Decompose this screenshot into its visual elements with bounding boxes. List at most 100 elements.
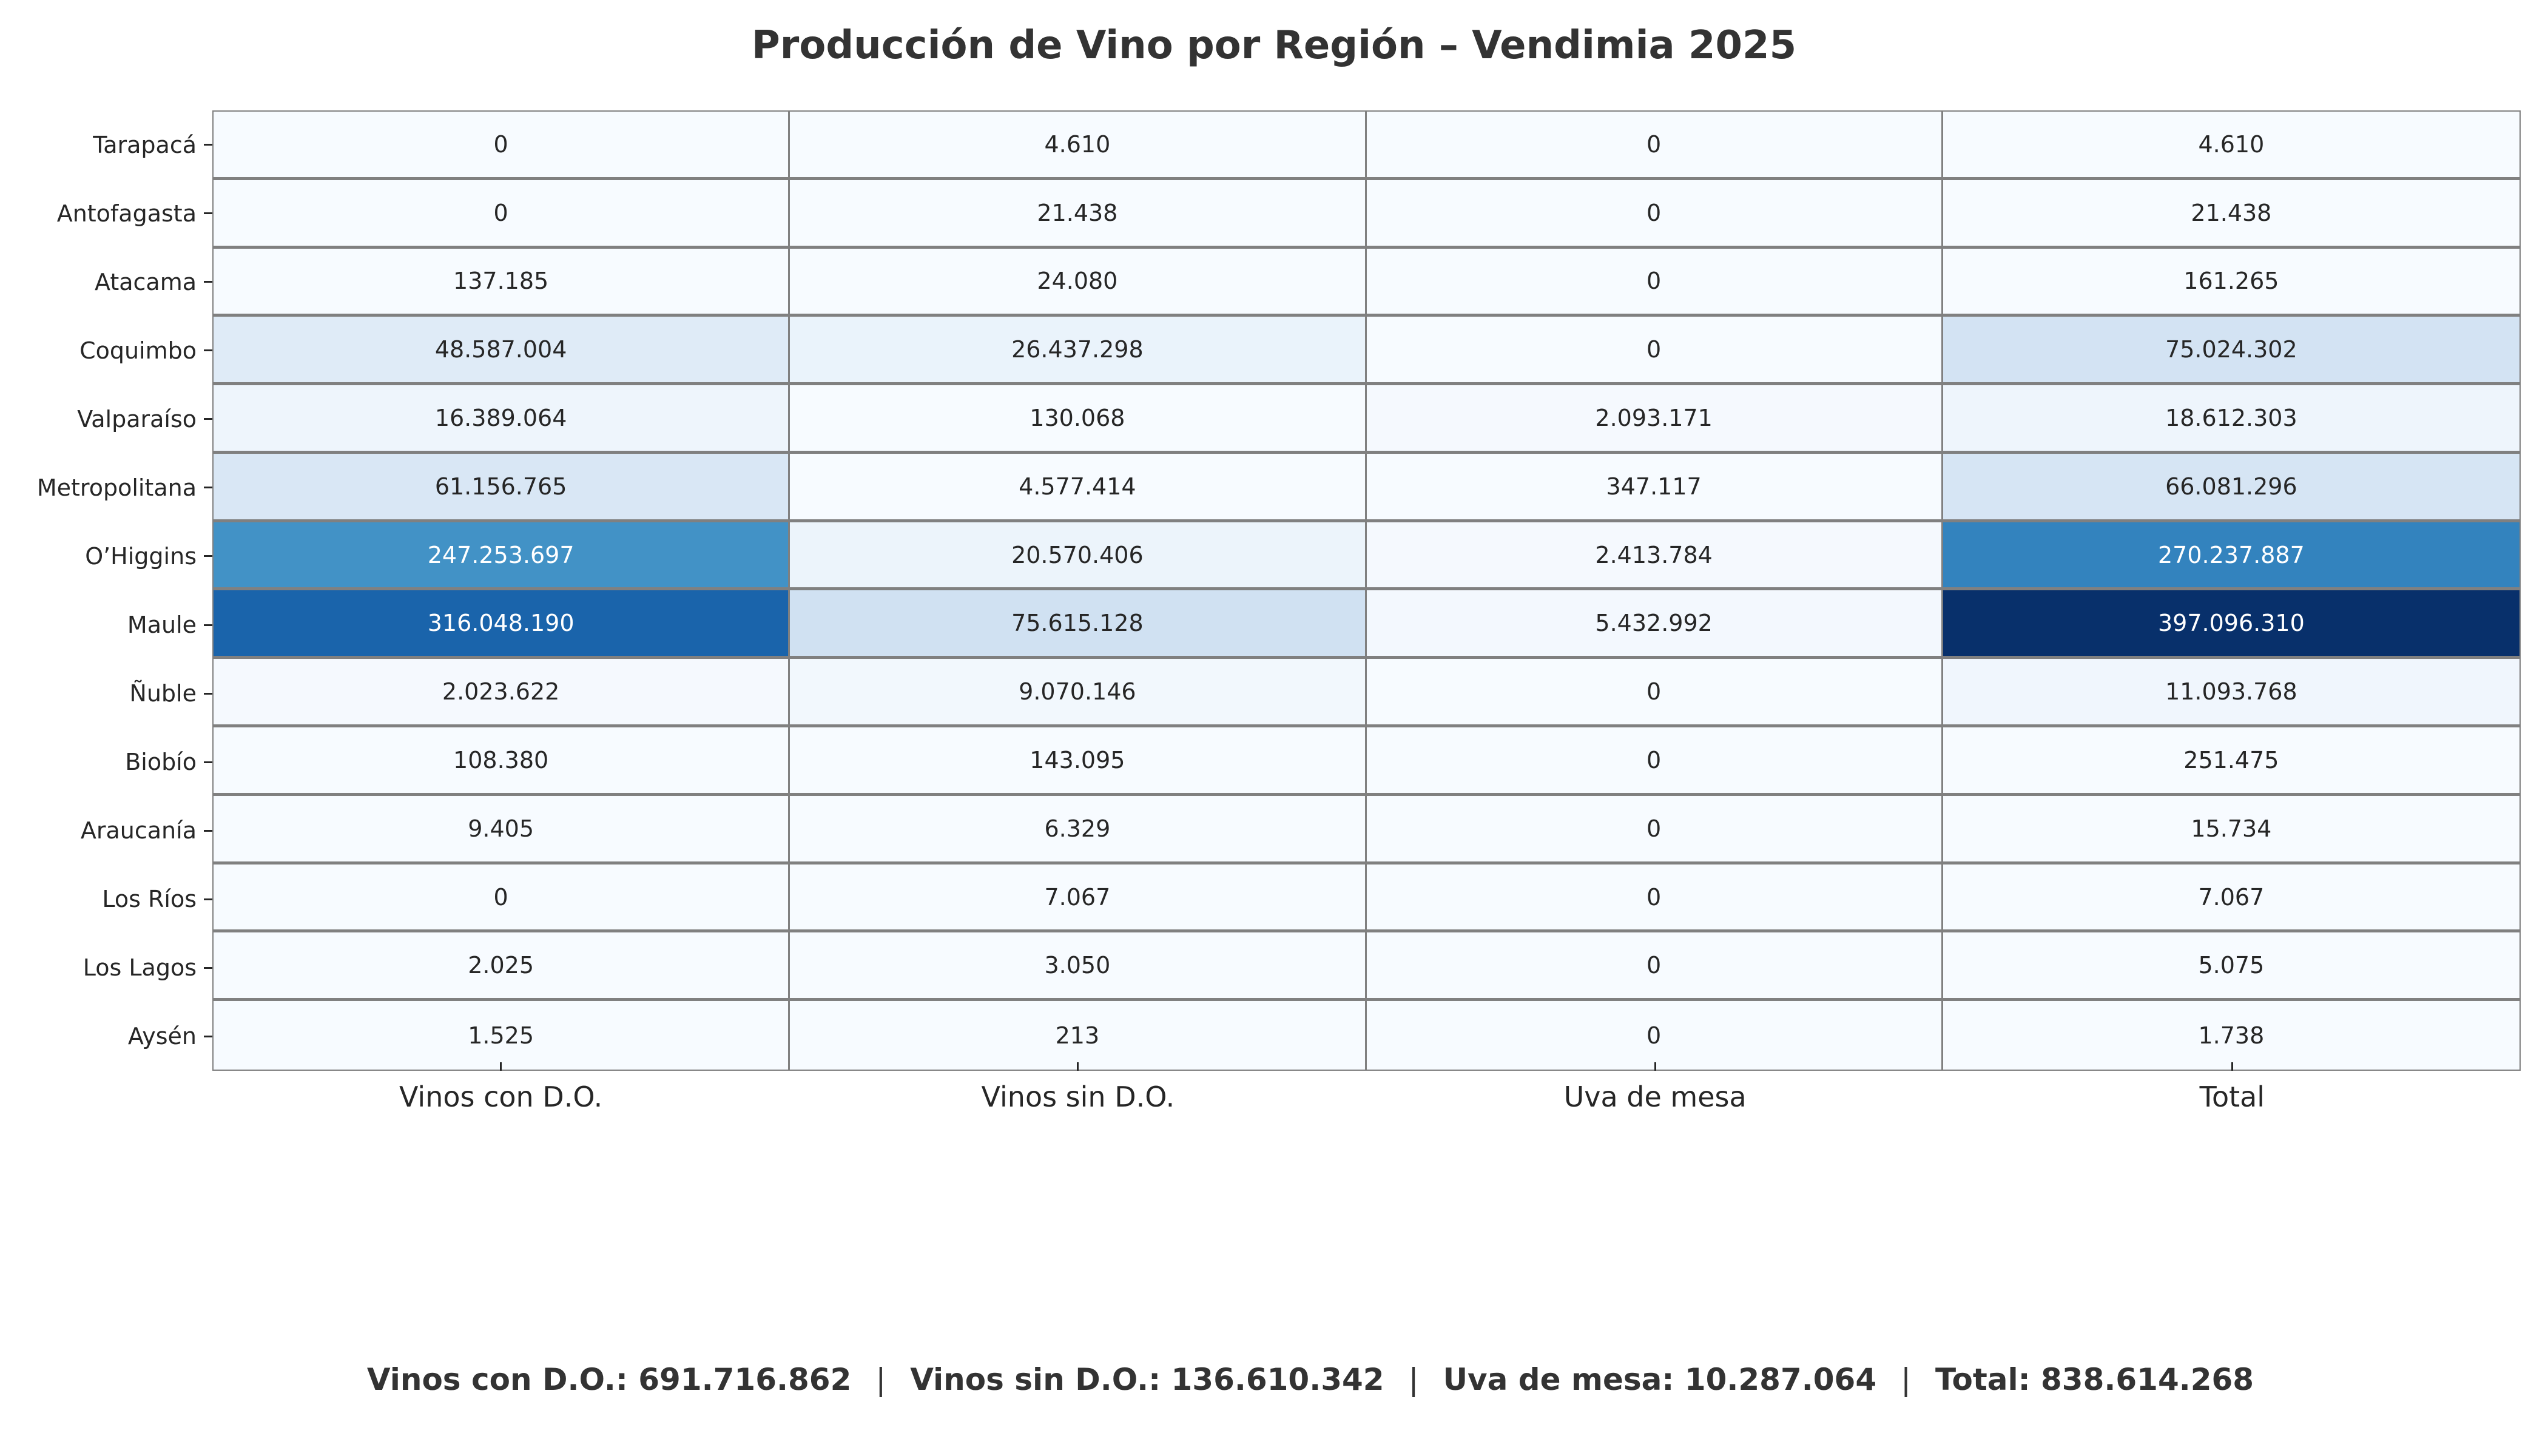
footer-total-item: Vinos con D.O.: 691.716.862 (366, 1362, 852, 1397)
heatmap-cell: 213 (790, 1001, 1367, 1070)
totals-footer: Vinos con D.O.: 691.716.862 | Vinos sin D.… (0, 1362, 2548, 1397)
column-label: Vinos con D.O. (399, 1080, 603, 1113)
region-label: Atacama (95, 268, 197, 295)
region-label: Antofagasta (56, 200, 197, 227)
region-label: Metropolitana (36, 474, 197, 501)
heatmap-cell: 397.096.310 (1943, 590, 2519, 659)
heatmap-cell: 6.329 (790, 795, 1367, 864)
heatmap-cell: 7.067 (790, 864, 1367, 933)
y-tick-mark (204, 487, 212, 489)
region-label: Biobío (125, 749, 197, 776)
y-tick-mark (204, 349, 212, 352)
heatmap-cell: 61.156.765 (214, 453, 790, 522)
heatmap-cell: 75.615.128 (790, 590, 1367, 659)
heatmap-cell: 0 (1366, 180, 1943, 249)
y-tick-mark (204, 829, 212, 832)
y-tick-label: Ñuble (0, 659, 212, 728)
heatmap-cell: 4.610 (1943, 112, 2519, 180)
footer-total-item: Vinos sin D.O.: 136.610.342 (910, 1362, 1384, 1397)
y-axis-labels: Tarapacá Antofagasta Atacama Coquimbo Valpar… (0, 110, 212, 1071)
heatmap-cell: 5.075 (1943, 932, 2519, 1002)
heatmap-cell: 0 (1366, 317, 1943, 386)
y-tick-label: Tarapacá (0, 110, 212, 179)
heatmap-cell: 0 (1366, 932, 1943, 1002)
heatmap-cell: 2.025 (214, 932, 790, 1002)
heatmap-cell: 0 (214, 112, 790, 180)
heatmap-cell: 21.438 (790, 180, 1367, 249)
y-tick-label: Valparaíso (0, 385, 212, 453)
y-tick-mark (204, 761, 212, 763)
heatmap-cell: 26.437.298 (790, 317, 1367, 386)
heatmap-cell: 2.093.171 (1366, 385, 1943, 454)
heatmap-cell: 251.475 (1943, 727, 2519, 796)
region-label: Araucanía (80, 817, 197, 844)
heatmap-cell: 4.610 (790, 112, 1367, 180)
footer-separator: | (1408, 1362, 1419, 1397)
y-tick-mark (204, 281, 212, 283)
y-tick-mark (204, 1035, 212, 1037)
x-tick-mark (1077, 1062, 1079, 1071)
x-tick-label: Vinos sin D.O. (789, 1062, 1366, 1113)
region-label: Los Lagos (83, 954, 197, 982)
heatmap-cell: 0 (214, 864, 790, 933)
heatmap-cell: 347.117 (1366, 453, 1943, 522)
region-label: Valparaíso (77, 405, 197, 433)
y-tick-mark (204, 418, 212, 420)
y-tick-label: Antofagasta (0, 179, 212, 248)
x-tick-label: Total (1944, 1062, 2521, 1113)
heatmap-cell: 137.185 (214, 248, 790, 317)
y-tick-mark (204, 692, 212, 695)
column-label: Total (2199, 1080, 2265, 1113)
heatmap-cell: 21.438 (1943, 180, 2519, 249)
region-label: O’Higgins (85, 542, 197, 570)
y-tick-label: Coquimbo (0, 316, 212, 385)
region-label: Maule (127, 612, 197, 639)
y-tick-label: Atacama (0, 248, 212, 316)
column-label: Vinos sin D.O. (981, 1080, 1175, 1113)
heatmap-cell: 108.380 (214, 727, 790, 796)
heatmap-cell: 2.023.622 (214, 659, 790, 728)
heatmap-cell: 75.024.302 (1943, 317, 2519, 386)
y-tick-mark (204, 898, 212, 900)
heatmap-cell: 9.070.146 (790, 659, 1367, 728)
heatmap-cell: 20.570.406 (790, 522, 1367, 591)
chart-title: Producción de Vino por Región – Vendimia… (751, 23, 1797, 68)
heatmap-cell: 9.405 (214, 795, 790, 864)
footer-total-item: Uva de mesa: 10.287.064 (1443, 1362, 1877, 1397)
heatmap-cell: 130.068 (790, 385, 1367, 454)
y-tick-label: Araucanía (0, 797, 212, 865)
heatmap-cell: 1.738 (1943, 1001, 2519, 1070)
heatmap-cell: 316.048.190 (214, 590, 790, 659)
heatmap-cell: 0 (1366, 864, 1943, 933)
heatmap-cell: 161.265 (1943, 248, 2519, 317)
footer-separator: | (1901, 1362, 1911, 1397)
x-axis-labels: Vinos con D.O. Vinos sin D.O. Uva de mesa T… (212, 1062, 2521, 1113)
y-tick-mark (204, 144, 212, 146)
x-tick-label: Uva de mesa (1367, 1062, 1944, 1113)
heatmap-cell: 48.587.004 (214, 317, 790, 386)
heatmap-cell: 0 (1366, 727, 1943, 796)
x-tick-label: Vinos con D.O. (212, 1062, 789, 1113)
heatmap-cell: 247.253.697 (214, 522, 790, 591)
heatmap-cell: 3.050 (790, 932, 1367, 1002)
heatmap-cell: 0 (1366, 1001, 1943, 1070)
x-tick-mark (500, 1062, 502, 1071)
heatmap-cell: 0 (214, 180, 790, 249)
footer-total-item: Total: 838.614.268 (1935, 1362, 2254, 1397)
y-tick-label: Biobío (0, 728, 212, 797)
region-label: Los Ríos (102, 886, 197, 913)
heatmap-cell: 143.095 (790, 727, 1367, 796)
heatmap-cell: 5.432.992 (1366, 590, 1943, 659)
footer-separator: | (875, 1362, 886, 1397)
heatmap-cell: 0 (1366, 112, 1943, 180)
heatmap-cell: 0 (1366, 795, 1943, 864)
x-tick-mark (1654, 1062, 1656, 1071)
y-tick-label: Metropolitana (0, 453, 212, 522)
y-tick-mark (204, 966, 212, 969)
y-tick-mark (204, 212, 212, 215)
heatmap-cell: 7.067 (1943, 864, 2519, 933)
heatmap-cell: 11.093.768 (1943, 659, 2519, 728)
heatmap-cell: 18.612.303 (1943, 385, 2519, 454)
region-label: Coquimbo (79, 337, 197, 364)
y-tick-label: Aysén (0, 1002, 212, 1071)
